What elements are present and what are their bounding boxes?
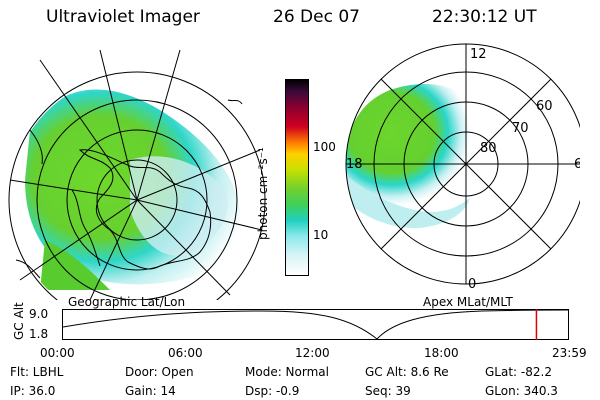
alt-xtick-0600: 06:00 — [168, 346, 203, 360]
mag-labels: 12 18 6 0 60 70 80 — [346, 47, 580, 292]
altitude-plot — [62, 309, 569, 340]
date-label: 26 Dec 07 — [273, 7, 360, 27]
geo-caption: Geographic Lat/Lon — [68, 295, 186, 309]
mlat-label-80: 80 — [480, 141, 497, 156]
mag-caption: Apex MLat/MLT — [423, 295, 513, 309]
alt-xtick-1800: 18:00 — [424, 346, 459, 360]
colorbar-unit-label: photon cm⁻²s⁻¹ — [256, 147, 270, 240]
alt-xtick-2359: 23:59 — [552, 346, 587, 360]
mlt-label-12: 12 — [470, 47, 487, 62]
colorbar-tick-10: 10 — [313, 228, 329, 242]
mlt-label-18: 18 — [346, 157, 363, 172]
altitude-curve — [62, 309, 569, 340]
alt-xtick-0000: 00:00 — [40, 346, 75, 360]
mode-info: Mode: Normal — [245, 365, 329, 379]
magnetic-polar-map: 12 18 6 0 60 70 80 — [345, 43, 580, 292]
time-label: 22:30:12 UT — [432, 7, 537, 27]
alt-xtick-1200: 12:00 — [295, 346, 330, 360]
colorbar — [285, 79, 309, 276]
coastlines — [15, 99, 243, 279]
dsp-info: Dsp: -0.9 — [245, 384, 300, 398]
mlat-label-70: 70 — [512, 121, 529, 136]
gain-info: Gain: 14 — [125, 384, 176, 398]
alt-ytick-1-8: 1.8 — [29, 327, 49, 341]
mlt-label-0: 0 — [468, 277, 476, 292]
filter-info: Flt: LBHL — [10, 365, 64, 379]
mlat-label-60: 60 — [536, 99, 553, 114]
geo-grid — [8, 49, 266, 300]
alt-ytick-9: 9.0 — [29, 307, 49, 321]
aurora-image-geo — [25, 89, 241, 290]
mlt-label-6: 6 — [574, 157, 580, 172]
geographic-map — [8, 49, 266, 300]
glat-info: GLat: -82.2 — [485, 365, 552, 379]
colorbar-tick-100: 100 — [313, 140, 336, 154]
mag-grid — [345, 43, 580, 285]
alt-ylabel: GC Alt — [12, 302, 26, 340]
glon-info: GLon: 340.3 — [485, 384, 558, 398]
ip-info: IP: 36.0 — [10, 384, 56, 398]
gc-alt-info: GC Alt: 8.6 Re — [365, 365, 449, 379]
seq-info: Seq: 39 — [365, 384, 411, 398]
door-info: Door: Open — [125, 365, 194, 379]
aurora-image-mag — [346, 84, 477, 229]
instrument-title: Ultraviolet Imager — [46, 7, 200, 27]
